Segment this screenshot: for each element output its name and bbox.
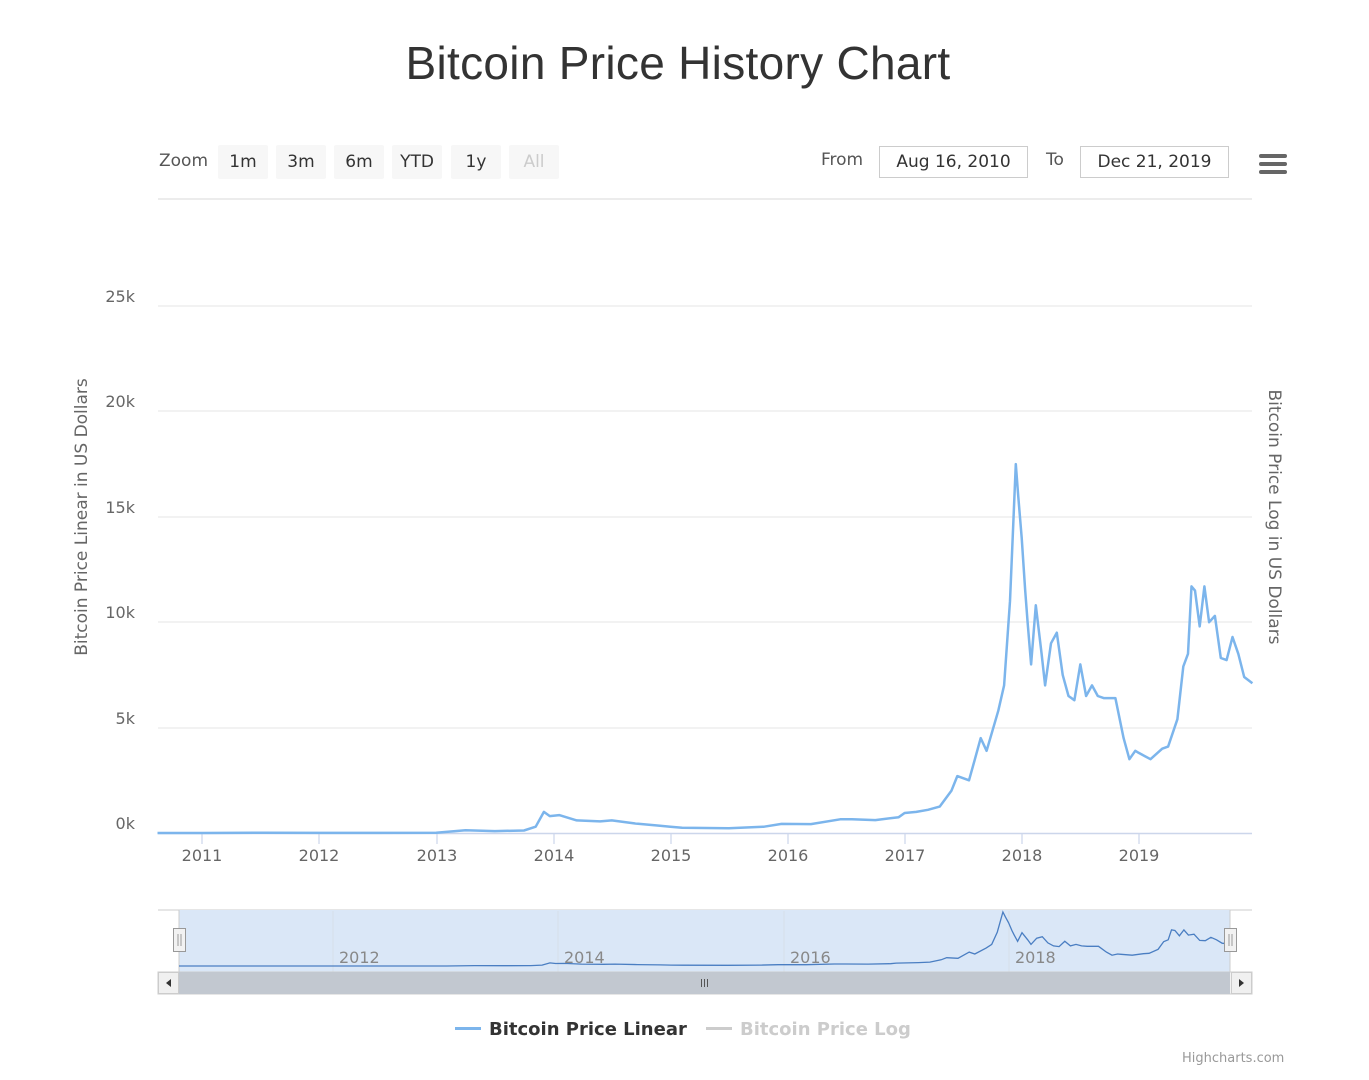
- x-tick-label: 2014: [533, 846, 575, 865]
- navigator-selected-range[interactable]: [179, 910, 1230, 972]
- y-tick-label: 5k: [115, 709, 135, 728]
- scrollbar-grip-icon[interactable]: [701, 979, 708, 987]
- range-button-1y[interactable]: 1y: [451, 145, 501, 179]
- navigator[interactable]: [158, 909, 1252, 972]
- range-button-ytd[interactable]: YTD: [392, 145, 442, 179]
- y-tick-label: 25k: [105, 287, 135, 306]
- legend-label: Bitcoin Price Linear: [489, 1019, 687, 1040]
- x-tick-label: 2015: [650, 846, 692, 865]
- y-tick-label: 20k: [105, 392, 135, 411]
- x-tick-label: 2019: [1118, 846, 1160, 865]
- y-gridlines: [158, 305, 1252, 729]
- x-tick-label: 2013: [416, 846, 458, 865]
- navigator-label: 2018: [1015, 948, 1056, 967]
- navigator-right-handle[interactable]: [1224, 928, 1237, 952]
- to-label: To: [1046, 150, 1064, 170]
- y-tick-label: 10k: [105, 603, 135, 622]
- navigator-series-line: [179, 910, 1231, 967]
- range-button-6m[interactable]: 6m: [334, 145, 384, 179]
- x-axis-ticks: [201, 834, 1140, 844]
- x-tick-label: 2017: [884, 846, 926, 865]
- credits-link[interactable]: Highcharts.com: [1182, 1051, 1285, 1066]
- from-date-input[interactable]: [879, 146, 1028, 178]
- y-tick-label: 0k: [115, 814, 135, 833]
- range-button-1m[interactable]: 1m: [218, 145, 268, 179]
- navigator-label: 2012: [339, 948, 380, 967]
- menu-bar: [1259, 170, 1287, 174]
- navigator-gridlines: [332, 911, 1010, 972]
- y-axis-title-right: Bitcoin Price Log in US Dollars: [1264, 389, 1284, 645]
- legend-item-bitcoin-price-linear[interactable]: Bitcoin Price Linear: [455, 1019, 687, 1040]
- series-line-bitcoin-price-linear[interactable]: [157, 462, 1254, 835]
- scroll-left-arrow-icon[interactable]: [158, 972, 179, 994]
- range-button-all[interactable]: All: [509, 145, 559, 179]
- navigator-label: 2016: [790, 948, 831, 967]
- navigator-label: 2014: [564, 948, 605, 967]
- legend-label: Bitcoin Price Log: [740, 1019, 911, 1040]
- legend-line-icon: [706, 1026, 732, 1030]
- x-tick-label: 2012: [298, 846, 340, 865]
- to-date-input[interactable]: [1080, 146, 1229, 178]
- y-tick-label: 15k: [105, 498, 135, 517]
- menu-bar: [1259, 154, 1287, 158]
- zoom-label: Zoom: [159, 151, 209, 171]
- chart-title: Bitcoin Price History Chart: [405, 37, 951, 89]
- from-label: From: [821, 150, 864, 170]
- legend-line-icon: [455, 1026, 481, 1030]
- scroll-right-arrow-icon[interactable]: [1231, 972, 1252, 994]
- x-tick-label: 2016: [767, 846, 809, 865]
- legend-item-bitcoin-price-log[interactable]: Bitcoin Price Log: [706, 1019, 911, 1040]
- navigator-left-handle[interactable]: [173, 928, 186, 952]
- menu-bar: [1259, 162, 1287, 166]
- hamburger-menu-icon[interactable]: [1259, 154, 1287, 174]
- x-tick-label: 2018: [1001, 846, 1043, 865]
- x-tick-label: 2011: [181, 846, 223, 865]
- scrollbar[interactable]: [157, 971, 1253, 995]
- range-button-3m[interactable]: 3m: [276, 145, 326, 179]
